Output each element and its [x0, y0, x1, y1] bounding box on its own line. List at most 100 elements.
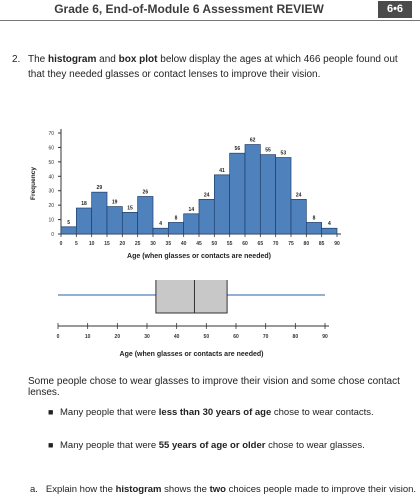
- box-x-tick-label: 90: [322, 334, 328, 340]
- x-tick-label: 30: [150, 241, 156, 247]
- y-tick-label: 70: [48, 131, 54, 137]
- bar-value-label: 29: [97, 185, 103, 191]
- box-x-tick-label: 70: [263, 334, 269, 340]
- bullet-marker: ■: [48, 440, 54, 450]
- x-tick-label: 15: [104, 241, 110, 247]
- bullet-contacts: ■ Many people that were less than 30 yea…: [48, 407, 410, 418]
- page-header: Grade 6, End-of-Module 6 Assessment REVI…: [0, 0, 420, 22]
- y-tick-label: 40: [48, 174, 54, 180]
- bar-value-label: 5: [67, 220, 70, 226]
- box-x-tick-label: 30: [144, 334, 150, 340]
- question-a-emphasis: two: [209, 484, 226, 495]
- bar-value-label: 14: [189, 207, 195, 213]
- bullet-emphasis: less than 30 years of age: [158, 407, 272, 418]
- bar-value-label: 56: [235, 146, 241, 152]
- bar-value-label: 18: [81, 201, 87, 207]
- histogram-chart: 0102030405060705182919152648142441566255…: [30, 129, 341, 260]
- intro-paragraph: Some people chose to wear glasses to imp…: [28, 376, 400, 398]
- question-a-text: Explain how the: [45, 484, 116, 495]
- x-tick-label: 75: [288, 241, 294, 247]
- histogram-bar: [60, 226, 77, 235]
- histogram-bar: [106, 206, 123, 235]
- question-number: 2.: [12, 54, 21, 65]
- histogram-bar: [167, 222, 185, 235]
- bar-value-label: 8: [313, 215, 316, 221]
- box-iqr: [155, 280, 228, 314]
- question-emphasis: box plot: [118, 54, 158, 65]
- histogram-bar: [229, 152, 246, 235]
- question-a-emphasis: histogram: [115, 484, 162, 495]
- histogram-bar: [321, 227, 338, 235]
- x-axis-label: Age (when glasses or contacts are needed…: [127, 253, 271, 260]
- histogram-bar: [137, 196, 154, 235]
- bullet-text: Many people that were: [60, 440, 159, 451]
- header-divider: [0, 20, 420, 21]
- bullet-text: chose to wear contacts.: [271, 407, 374, 418]
- question-text-run: and: [96, 54, 119, 65]
- bar-value-label: 26: [143, 189, 149, 195]
- bullet-marker: ■: [48, 407, 54, 417]
- histogram-bar: [275, 157, 292, 235]
- histogram-bar: [198, 199, 215, 235]
- question-emphasis: histogram: [48, 54, 97, 65]
- bar-value-label: 24: [204, 192, 210, 198]
- bar-value-label: 4: [328, 221, 331, 227]
- bar-value-label: 19: [112, 200, 118, 206]
- histogram-bar: [75, 207, 93, 235]
- y-tick-label: 30: [48, 189, 54, 195]
- bar-value-label: 4: [159, 221, 162, 227]
- box-x-tick-label: 20: [115, 334, 121, 340]
- x-tick-label: 10: [89, 241, 95, 247]
- box-x-tick-label: 10: [85, 334, 91, 340]
- x-tick-label: 35: [166, 241, 172, 247]
- histogram-bar: [91, 191, 108, 235]
- x-tick-label: 5: [75, 241, 78, 247]
- x-tick-label: 50: [212, 241, 218, 247]
- x-tick-label: 25: [135, 241, 141, 247]
- y-tick-label: 50: [48, 160, 54, 166]
- x-tick-label: 0: [60, 241, 63, 247]
- histogram-bar: [213, 174, 231, 235]
- question-text-run: below display the ages at which 466 peop…: [28, 54, 398, 80]
- x-tick-label: 60: [242, 241, 248, 247]
- x-tick-label: 45: [196, 241, 202, 247]
- histogram-bar: [152, 227, 169, 235]
- header-title: Grade 6, End-of-Module 6 Assessment REVI…: [54, 2, 324, 16]
- box-x-tick-label: 60: [233, 334, 239, 340]
- bar-value-label: 62: [250, 138, 256, 144]
- y-tick-label: 60: [48, 145, 54, 151]
- box-plot: 0 10 20 30 40 50 60 70 80 90 Age (when glasses or …: [57, 280, 329, 358]
- y-tick-label: 10: [48, 218, 54, 224]
- histogram-bar: [259, 154, 277, 235]
- x-tick-label: 70: [273, 241, 279, 247]
- bullet-text: chose to wear glasses.: [265, 440, 365, 451]
- question-a: a. Explain how the histogram shows the t…: [30, 484, 420, 495]
- question-a-text: choices people made to improve their vis…: [225, 484, 417, 495]
- bar-value-label: 24: [296, 192, 302, 198]
- y-tick-label: 20: [48, 203, 54, 209]
- box-x-tick-label: 50: [204, 334, 210, 340]
- question-a-text: shows the: [161, 484, 210, 495]
- x-tick-label: 65: [258, 241, 264, 247]
- x-tick-label: 40: [181, 241, 187, 247]
- bullet-text: Many people that were: [60, 407, 159, 418]
- x-tick-label: 90: [334, 241, 340, 247]
- box-x-tick-label: 0: [57, 334, 60, 340]
- y-axis-label: Frequency: [30, 167, 37, 200]
- histogram-bar: [244, 144, 261, 235]
- x-tick-label: 20: [120, 241, 126, 247]
- y-tick-label: 0: [51, 232, 54, 238]
- bar-value-label: 41: [219, 168, 225, 174]
- x-tick-label: 80: [304, 241, 310, 247]
- question-a-label: a.: [30, 484, 38, 495]
- bar-value-label: 15: [127, 205, 133, 211]
- histogram-bar: [121, 212, 139, 235]
- histogram-bar: [183, 213, 200, 235]
- bar-value-label: 53: [281, 151, 287, 157]
- question-text: The histogram and box plot below display…: [28, 52, 412, 82]
- x-tick-label: 55: [227, 241, 233, 247]
- bar-value-label: 55: [265, 148, 271, 154]
- bullet-emphasis: 55 years of age or older: [158, 440, 266, 451]
- x-tick-label: 85: [319, 241, 325, 247]
- box-x-tick-label: 40: [174, 334, 180, 340]
